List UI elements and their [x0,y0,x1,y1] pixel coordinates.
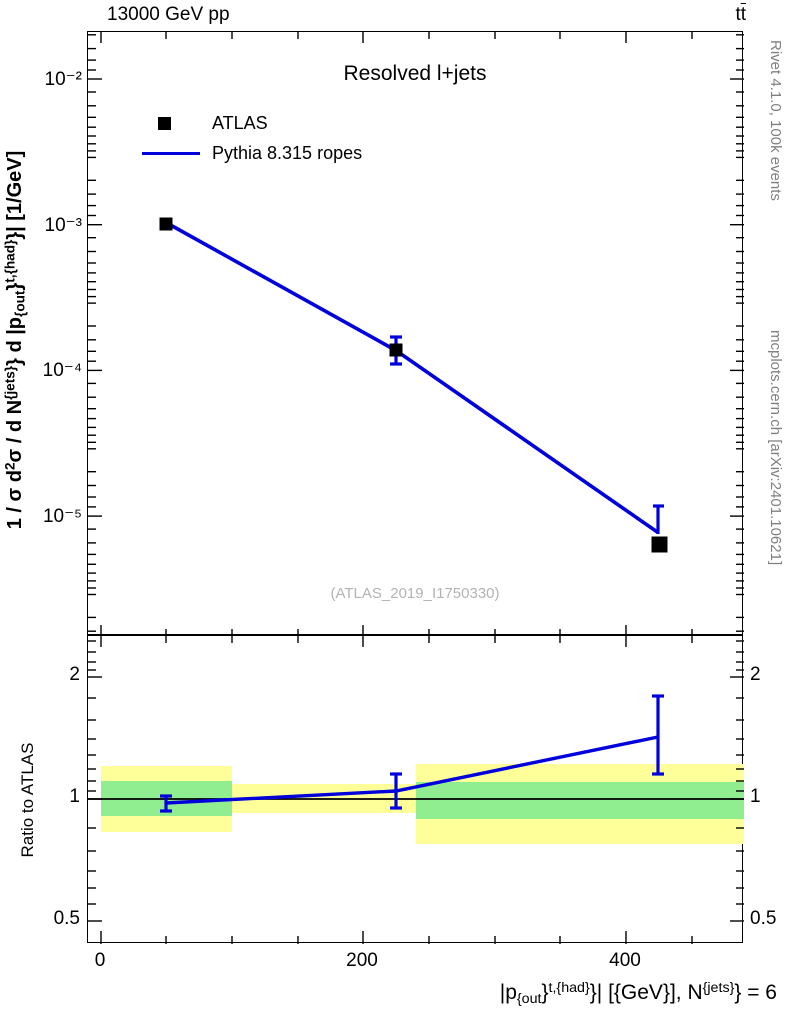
ratio-x-ticks [100,636,693,944]
legend-label-atlas: ATLAS [212,113,268,133]
ratio-left-ticks [88,640,102,922]
legend-square-marker-icon [140,108,202,138]
plot-title: Resolved l+jets [343,62,487,85]
x-axis-title: |p{out}t,{had}}| [{GeV}], N{jets}} = 6 [499,980,777,1007]
analysis-watermark: (ATLAS_2019_I1750330) [330,585,500,602]
legend-label-pythia: Pythia 8.315 ropes [212,143,363,163]
ratio-ytick-label-05-right: 0.5 [750,908,777,929]
main-ytick-label-1e-4: 10⁻⁴ [42,360,82,381]
ratio-ytick-label-05-left: 0.5 [53,908,80,929]
ratio-ytick-label-2-right: 2 [750,664,761,685]
process-label: tt [735,4,746,25]
main-left-ticks [88,34,102,632]
mc-error-bars [390,335,664,534]
mc-curve [165,220,664,534]
main-x-ticks [100,32,693,636]
main-right-ticks [730,34,744,632]
main-plot-canvas [88,32,744,636]
uncertainty-band-bin-3 [416,764,744,844]
legend-line-marker-icon [140,138,202,168]
ratio-plot-canvas [88,636,744,944]
data-points-atlas [159,217,668,553]
main-plot-panel [87,31,744,636]
xtick-label-200: 200 [346,950,378,971]
main-y-axis-title: 1 / σ d2σ / d N{jets}} d |p{out}t,{had}}… [2,150,28,530]
mcplots-caption: mcplots.cern.ch [arXiv:2401.10621] [767,330,784,566]
ratio-right-ticks [730,640,744,922]
beam-energy-label: 13000 GeV pp [107,4,230,25]
ratio-ytick-label-2-left: 2 [69,664,80,685]
main-ytick-label-1e-2: 10⁻² [44,69,83,90]
ratio-ytick-label-1-left: 1 [69,786,80,807]
ratio-plot-panel [87,635,744,944]
ratio-mc-error-bars [160,694,664,813]
xtick-label-0: 0 [94,950,106,971]
xtick-label-400: 400 [609,950,641,971]
main-ytick-label-1e-5: 10⁻⁵ [42,506,82,527]
rivet-version-caption: Rivet 4.1.0, 100k events [767,40,784,201]
ratio-ytick-label-1-right: 1 [750,786,761,807]
main-ytick-label-1e-3: 10⁻³ [44,215,83,236]
